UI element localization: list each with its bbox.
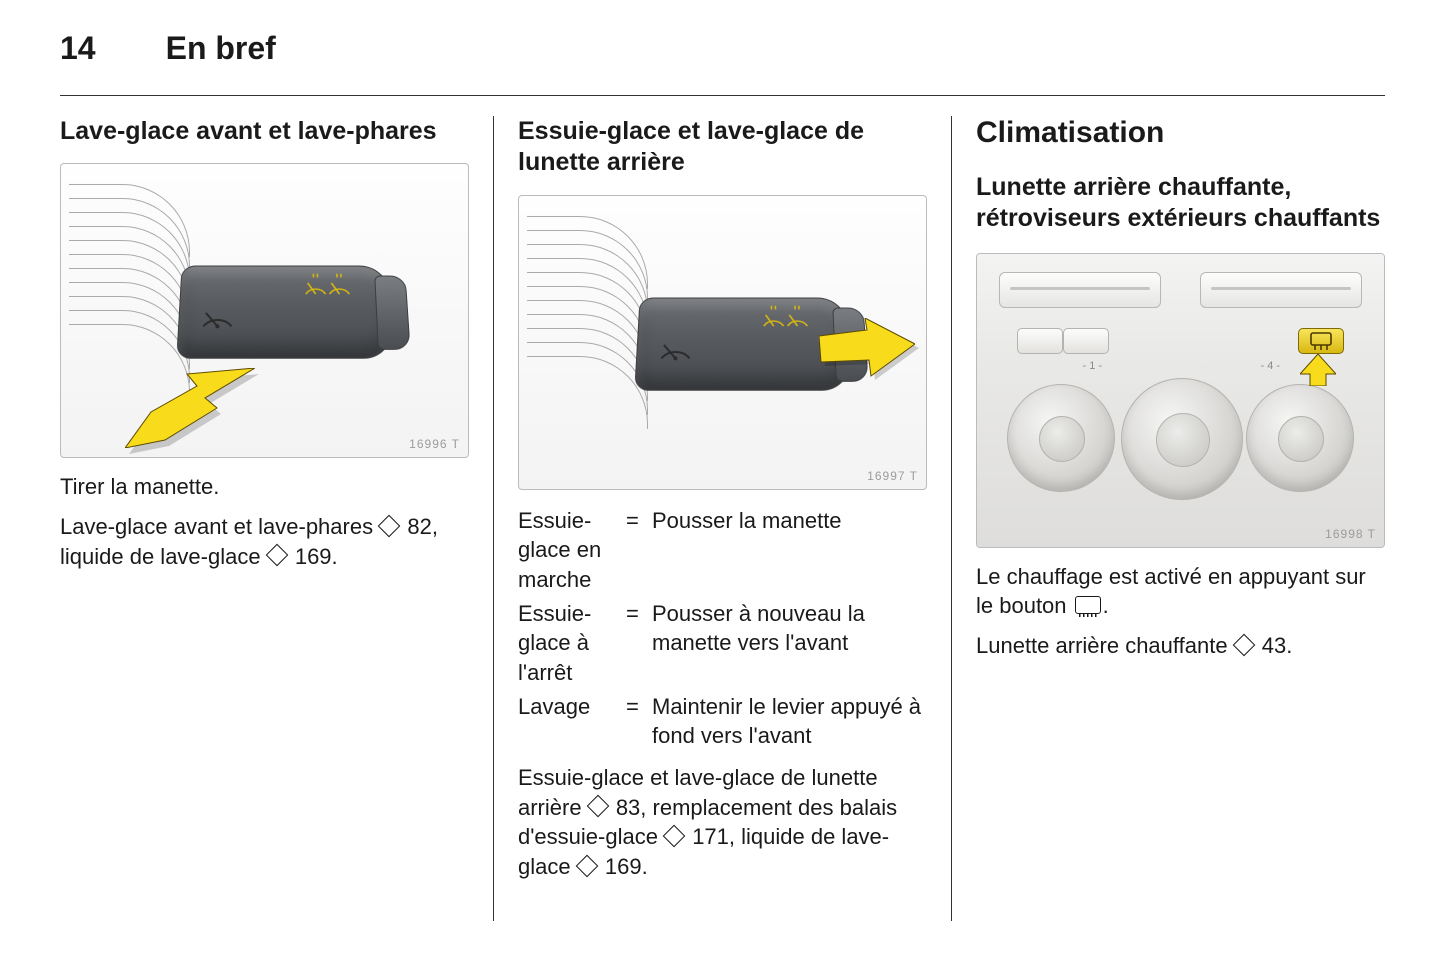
- ac-button: [1017, 328, 1063, 354]
- page-header: 14 En bref: [60, 30, 1385, 96]
- equals: =: [626, 504, 652, 597]
- temperature-dial: [1121, 378, 1243, 500]
- term: Essuie-glace à l'arrêt: [518, 597, 626, 690]
- col1-heading: Lave-glace avant et lave-phares: [60, 116, 469, 147]
- column-1: Lave-glace avant et lave-phares: [60, 116, 493, 921]
- text: Lunette arrière chauffante: [976, 633, 1234, 658]
- text: Lave-glace avant et lave-phares: [60, 514, 379, 539]
- mode-dial: [1246, 384, 1354, 492]
- washer-icon-group: [758, 305, 814, 333]
- page-ref: 171: [692, 824, 729, 849]
- push-arrow-icon: [819, 318, 915, 382]
- figure-caption: 16996 T: [409, 437, 460, 451]
- reference-icon: [663, 825, 686, 848]
- page-ref: 43: [1262, 633, 1286, 658]
- reference-icon: [575, 854, 598, 877]
- col2-refs: Essuie-glace et lave-glace de lunette ar…: [518, 763, 927, 882]
- text: .: [642, 854, 648, 879]
- figure-front-washer: 16996 T: [60, 163, 469, 458]
- rear-defrost-icon: [1299, 329, 1343, 353]
- figure-rear-wiper: 16997 T: [518, 195, 927, 490]
- page-ref: 82: [407, 514, 431, 539]
- recirc-button: [1063, 328, 1109, 354]
- col2-heading: Essuie-glace et lave-glace de lunette ar…: [518, 116, 927, 179]
- page-ref: 83: [616, 795, 640, 820]
- stalk-illustration: [69, 174, 460, 449]
- rear-defrost-button: [1298, 328, 1344, 354]
- climate-panel: - 1 - - 4 -: [977, 254, 1384, 547]
- manual-page: 14 En bref Lave-glace avant et lave-phar…: [0, 0, 1445, 965]
- text: .: [1103, 593, 1109, 618]
- reference-icon: [1232, 633, 1255, 656]
- pull-arrow-icon: [125, 368, 255, 448]
- table-row: Essuie-glace à l'arrêt = Pousser à nouve…: [518, 597, 927, 690]
- figure-climate-panel: - 1 - - 4 - 16998 T: [976, 253, 1385, 548]
- reference-icon: [378, 514, 401, 537]
- vent-left: [999, 272, 1161, 308]
- equals: =: [626, 597, 652, 690]
- page-number: 14: [60, 30, 96, 67]
- washer-icon-group: [300, 274, 356, 302]
- term: Lavage: [518, 690, 626, 753]
- reference-icon: [586, 795, 609, 818]
- table-row: Lavage = Maintenir le levier appuyé à fo…: [518, 690, 927, 753]
- col3-heading: Lunette arrière chauffante, rétroviseurs…: [976, 172, 1385, 235]
- page-ref: 169: [295, 544, 332, 569]
- fan-dial: [1007, 384, 1115, 492]
- desc: Pousser la manette: [652, 504, 927, 597]
- vent-right: [1200, 272, 1362, 308]
- figure-caption: 16997 T: [867, 469, 918, 483]
- definitions-table: Essuie-glace en marche = Pousser la mane…: [518, 504, 927, 754]
- wiper-stalk: [176, 266, 393, 359]
- text: Le chauffage est activé en appuyant sur …: [976, 564, 1366, 619]
- text: .: [332, 544, 338, 569]
- desc: Maintenir le levier appuyé à fond vers l…: [652, 690, 927, 753]
- text: .: [1286, 633, 1292, 658]
- chapter-heading: Climatisation: [976, 116, 1385, 150]
- col3-instruction: Le chauffage est activé en appuyant sur …: [976, 562, 1385, 621]
- tick-label: - 1 -: [1083, 360, 1103, 372]
- wiper-icon: [657, 335, 694, 364]
- rear-defrost-inline-icon: [1075, 596, 1101, 614]
- figure-caption: 16998 T: [1325, 527, 1376, 541]
- equals: =: [626, 690, 652, 753]
- column-3: Climatisation Lunette arrière chauffante…: [951, 116, 1385, 921]
- term: Essuie-glace en marche: [518, 504, 626, 597]
- stalk-cap: [374, 276, 410, 350]
- column-2: Essuie-glace et lave-glace de lunette ar…: [493, 116, 951, 921]
- reference-icon: [265, 544, 288, 567]
- col3-refs: Lunette arrière chauffante 43.: [976, 631, 1385, 661]
- col1-instruction: Tirer la manette.: [60, 472, 469, 502]
- desc: Pousser à nouveau la manette vers l'avan…: [652, 597, 927, 690]
- table-row: Essuie-glace en marche = Pousser la mane…: [518, 504, 927, 597]
- col1-refs: Lave-glace avant et lave-phares 82, liqu…: [60, 512, 469, 571]
- content-columns: Lave-glace avant et lave-phares: [60, 116, 1385, 921]
- indicator-arrow-icon: [1300, 354, 1336, 386]
- section-title: En bref: [166, 30, 276, 67]
- tick-label: - 4 -: [1261, 360, 1281, 372]
- page-ref: 169: [605, 854, 642, 879]
- stalk-illustration: [527, 206, 918, 481]
- wiper-icon: [199, 304, 236, 333]
